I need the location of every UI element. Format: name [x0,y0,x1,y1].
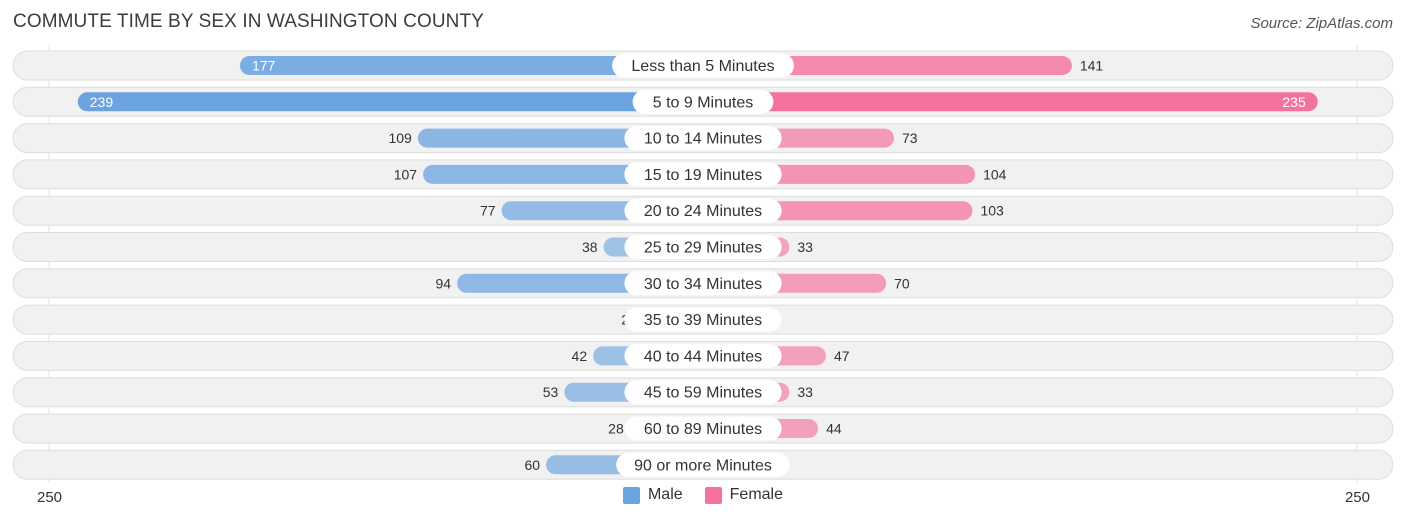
legend: Male Female [0,486,1406,504]
legend-swatch-male [622,486,640,504]
bar-female [703,56,1072,75]
category-label: 5 to 9 Minutes [653,94,754,111]
category-pill [624,380,782,405]
value-label-female: 103 [980,203,1004,219]
value-label-male: 53 [543,384,559,400]
value-label-male: 38 [582,239,598,255]
value-label-female: 73 [902,130,918,146]
value-label-male: 28 [608,421,624,437]
category-pill [624,126,782,151]
chart-plot: 177 141 Less than 5 Minutes 239 235 5 to 9 Mi… [12,45,1394,482]
category-label: 90 or more Minutes [634,457,772,474]
category-pill [624,343,782,368]
legend-label-female: Female [729,486,784,503]
category-label: 35 to 39 Minutes [644,312,762,329]
bar-male [239,56,703,75]
axis-right-label: 250 [1344,489,1370,506]
category-pill [624,198,782,223]
value-label-female: 33 [797,384,813,400]
legend-item-female[interactable]: Female [704,486,784,504]
value-label-female: 44 [826,421,842,437]
value-label-male: 60 [524,457,540,473]
value-label-female: 47 [834,348,850,364]
axis-left-label: 250 [37,489,63,506]
category-label: Less than 5 Minutes [631,58,774,75]
value-label-female: 70 [894,275,910,291]
category-pill [624,162,782,187]
value-label-female: 235 [1282,94,1306,110]
chart-source: Source: ZipAtlas.com [1250,15,1393,32]
value-label-male: 94 [436,275,452,291]
value-label-female: 104 [983,166,1007,182]
value-label-female: 33 [797,239,813,255]
chart-title: COMMUTE TIME BY SEX IN WASHINGTON COUNTY [13,11,484,32]
value-label-male: 239 [90,94,114,110]
value-label-male: 107 [394,166,418,182]
bar-male [77,92,703,112]
category-pill [632,89,774,114]
category-label: 60 to 89 Minutes [644,421,762,438]
bar-female [703,92,1318,112]
category-label: 20 to 24 Minutes [644,203,762,220]
category-label: 30 to 34 Minutes [644,276,762,293]
category-pill [616,452,790,477]
category-pill [624,307,782,332]
value-label-male: 177 [252,58,276,74]
value-label-male: 109 [388,130,412,146]
category-label: 10 to 14 Minutes [644,131,762,148]
value-label-male: 77 [480,203,496,219]
legend-label-male: Male [647,486,683,503]
value-label-male: 42 [572,348,588,364]
category-pill [624,271,782,296]
category-pill [624,416,782,441]
legend-swatch-female [704,486,722,504]
category-pill [612,53,794,78]
value-label-female: 141 [1080,58,1104,74]
category-label: 45 to 59 Minutes [644,385,762,402]
legend-item-male[interactable]: Male [622,486,683,504]
category-label: 25 to 29 Minutes [644,240,762,257]
category-label: 40 to 44 Minutes [644,348,762,365]
category-label: 15 to 19 Minutes [644,167,762,184]
category-pill [624,235,782,259]
